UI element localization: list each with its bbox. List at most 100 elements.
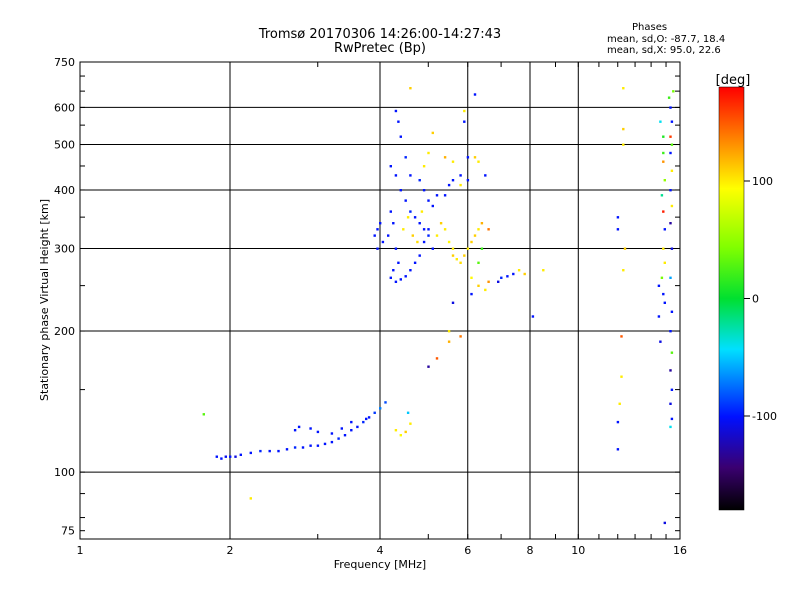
phases-title: Phases — [632, 22, 668, 33]
data-point — [669, 135, 672, 138]
x-tick-label: 2 — [227, 544, 234, 557]
data-point — [373, 411, 376, 414]
y-tick-label: 750 — [54, 56, 75, 69]
data-point — [670, 169, 674, 172]
data-point — [389, 276, 392, 279]
data-point — [350, 420, 353, 424]
data-point — [620, 375, 623, 378]
data-point — [473, 234, 477, 237]
data-point — [409, 174, 412, 177]
data-point — [622, 87, 625, 90]
data-point — [431, 131, 434, 135]
data-point — [470, 240, 473, 244]
phases-x-stats: mean, sd,X: 95.0, 22.6 — [607, 45, 721, 56]
data-point — [384, 401, 387, 404]
data-point — [435, 357, 439, 360]
data-point — [389, 210, 392, 213]
data-point — [616, 216, 620, 219]
data-point — [459, 335, 462, 338]
data-point — [466, 156, 470, 159]
x-axis-label: Frequency [MHz] — [334, 558, 426, 571]
data-point — [330, 432, 334, 435]
data-point — [659, 340, 662, 343]
data-point — [350, 429, 353, 432]
data-point — [497, 280, 500, 283]
data-point — [406, 411, 410, 414]
data-point — [381, 240, 385, 244]
data-point — [477, 160, 480, 163]
data-point — [669, 276, 672, 279]
data-point — [662, 292, 665, 296]
data-point — [542, 269, 545, 272]
data-point — [484, 174, 487, 177]
data-point — [477, 284, 480, 287]
data-point — [512, 272, 515, 276]
data-point — [669, 425, 672, 429]
data-point — [249, 451, 252, 455]
data-point — [409, 269, 412, 272]
data-point — [399, 189, 402, 192]
data-points — [202, 87, 675, 525]
data-point — [394, 109, 398, 113]
data-point — [670, 143, 674, 146]
data-point — [404, 275, 407, 278]
data-point — [337, 437, 340, 440]
data-point — [672, 90, 675, 93]
data-point — [447, 340, 451, 343]
data-point — [394, 280, 398, 283]
data-point — [466, 247, 470, 250]
data-point — [451, 247, 455, 250]
data-point — [387, 234, 390, 237]
data-point — [480, 222, 484, 225]
data-point — [330, 440, 334, 444]
data-point — [323, 442, 327, 446]
y-axis-label: Stationary phase Virtual Height [km] — [38, 199, 51, 401]
x-tick-label: 10 — [571, 544, 585, 557]
data-point — [379, 222, 382, 225]
data-point — [402, 228, 405, 231]
chart-title: Tromsø 20170306 14:26:00-14:27:43 — [258, 27, 502, 42]
data-point — [220, 457, 223, 460]
data-point — [459, 261, 462, 264]
data-point — [670, 310, 674, 313]
data-point — [459, 174, 462, 177]
data-point — [409, 87, 412, 90]
colorbar-tick-label: 100 — [752, 175, 773, 188]
data-point — [669, 402, 672, 405]
data-point — [455, 258, 458, 261]
data-point — [422, 189, 426, 192]
data-point — [657, 315, 661, 318]
data-point — [301, 446, 305, 449]
chart-subtitle: RwPretec (Bp) — [333, 41, 427, 56]
data-point — [447, 330, 451, 333]
data-point — [343, 434, 347, 437]
data-point — [392, 269, 395, 272]
data-point — [389, 165, 392, 168]
data-point — [427, 199, 430, 202]
data-point — [616, 420, 620, 424]
y-tick-label: 500 — [54, 139, 75, 152]
data-point — [427, 151, 430, 155]
data-point — [660, 194, 664, 197]
data-point — [670, 417, 674, 421]
data-point — [670, 247, 674, 250]
data-point — [663, 521, 666, 525]
data-point — [411, 234, 414, 237]
data-point — [413, 216, 417, 219]
data-point — [224, 455, 227, 458]
data-point — [477, 261, 480, 264]
data-point — [399, 278, 402, 281]
data-point — [397, 120, 400, 123]
data-point — [451, 160, 455, 163]
data-point — [427, 365, 430, 368]
data-point — [500, 276, 503, 279]
data-point — [399, 135, 402, 138]
data-point — [285, 448, 289, 451]
data-point — [451, 179, 455, 182]
data-point — [392, 222, 395, 225]
data-point — [443, 228, 447, 231]
data-point — [316, 444, 320, 447]
data-point — [443, 156, 447, 159]
data-point — [663, 228, 666, 231]
data-point — [487, 280, 490, 283]
